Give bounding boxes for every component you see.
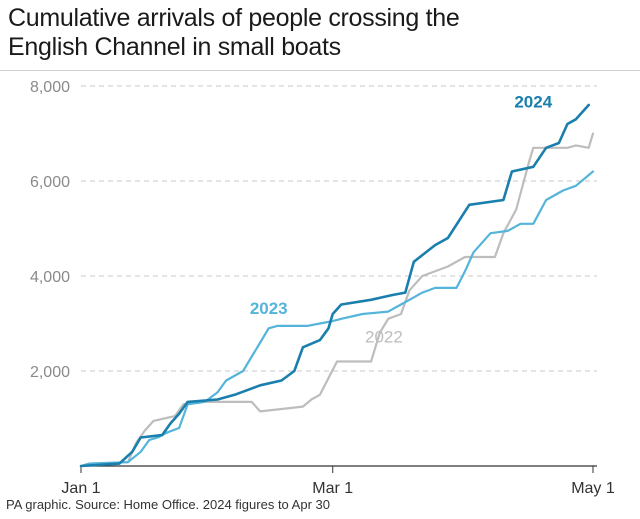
source-note: PA graphic. Source: Home Office. 2024 fi… [6, 497, 330, 512]
series-line-2024 [79, 103, 591, 468]
chart-title-line-1: Cumulative arrivals of people crossing t… [8, 4, 460, 32]
x-tick-label: Jan 1 [61, 480, 100, 497]
y-tick-label: 2,000 [30, 364, 70, 381]
chart-title-line-2: English Channel in small boats [8, 33, 341, 61]
y-tick-label: 4,000 [30, 269, 70, 286]
series-line-2023 [79, 170, 595, 468]
title-divider [0, 70, 640, 71]
series-label-2023: 2023 [250, 299, 288, 318]
x-tick-label: Mar 1 [312, 480, 353, 497]
y-tick-label: 6,000 [30, 174, 70, 191]
series-line-2022 [79, 132, 595, 468]
y-tick-label: 8,000 [30, 79, 70, 96]
series-label-2024: 2024 [514, 92, 552, 111]
series-lines [79, 103, 595, 468]
series-label-2022: 2022 [365, 328, 403, 347]
chart-title: Cumulative arrivals of people crossing t… [8, 4, 460, 62]
gridlines [81, 85, 597, 372]
x-tick-label: May 1 [571, 480, 615, 497]
series-labels: 2022 2023 2024 [250, 92, 553, 346]
axes: 2,000 4,000 6,000 8,000 Jan 1 Mar 1 May 1 [30, 79, 615, 497]
